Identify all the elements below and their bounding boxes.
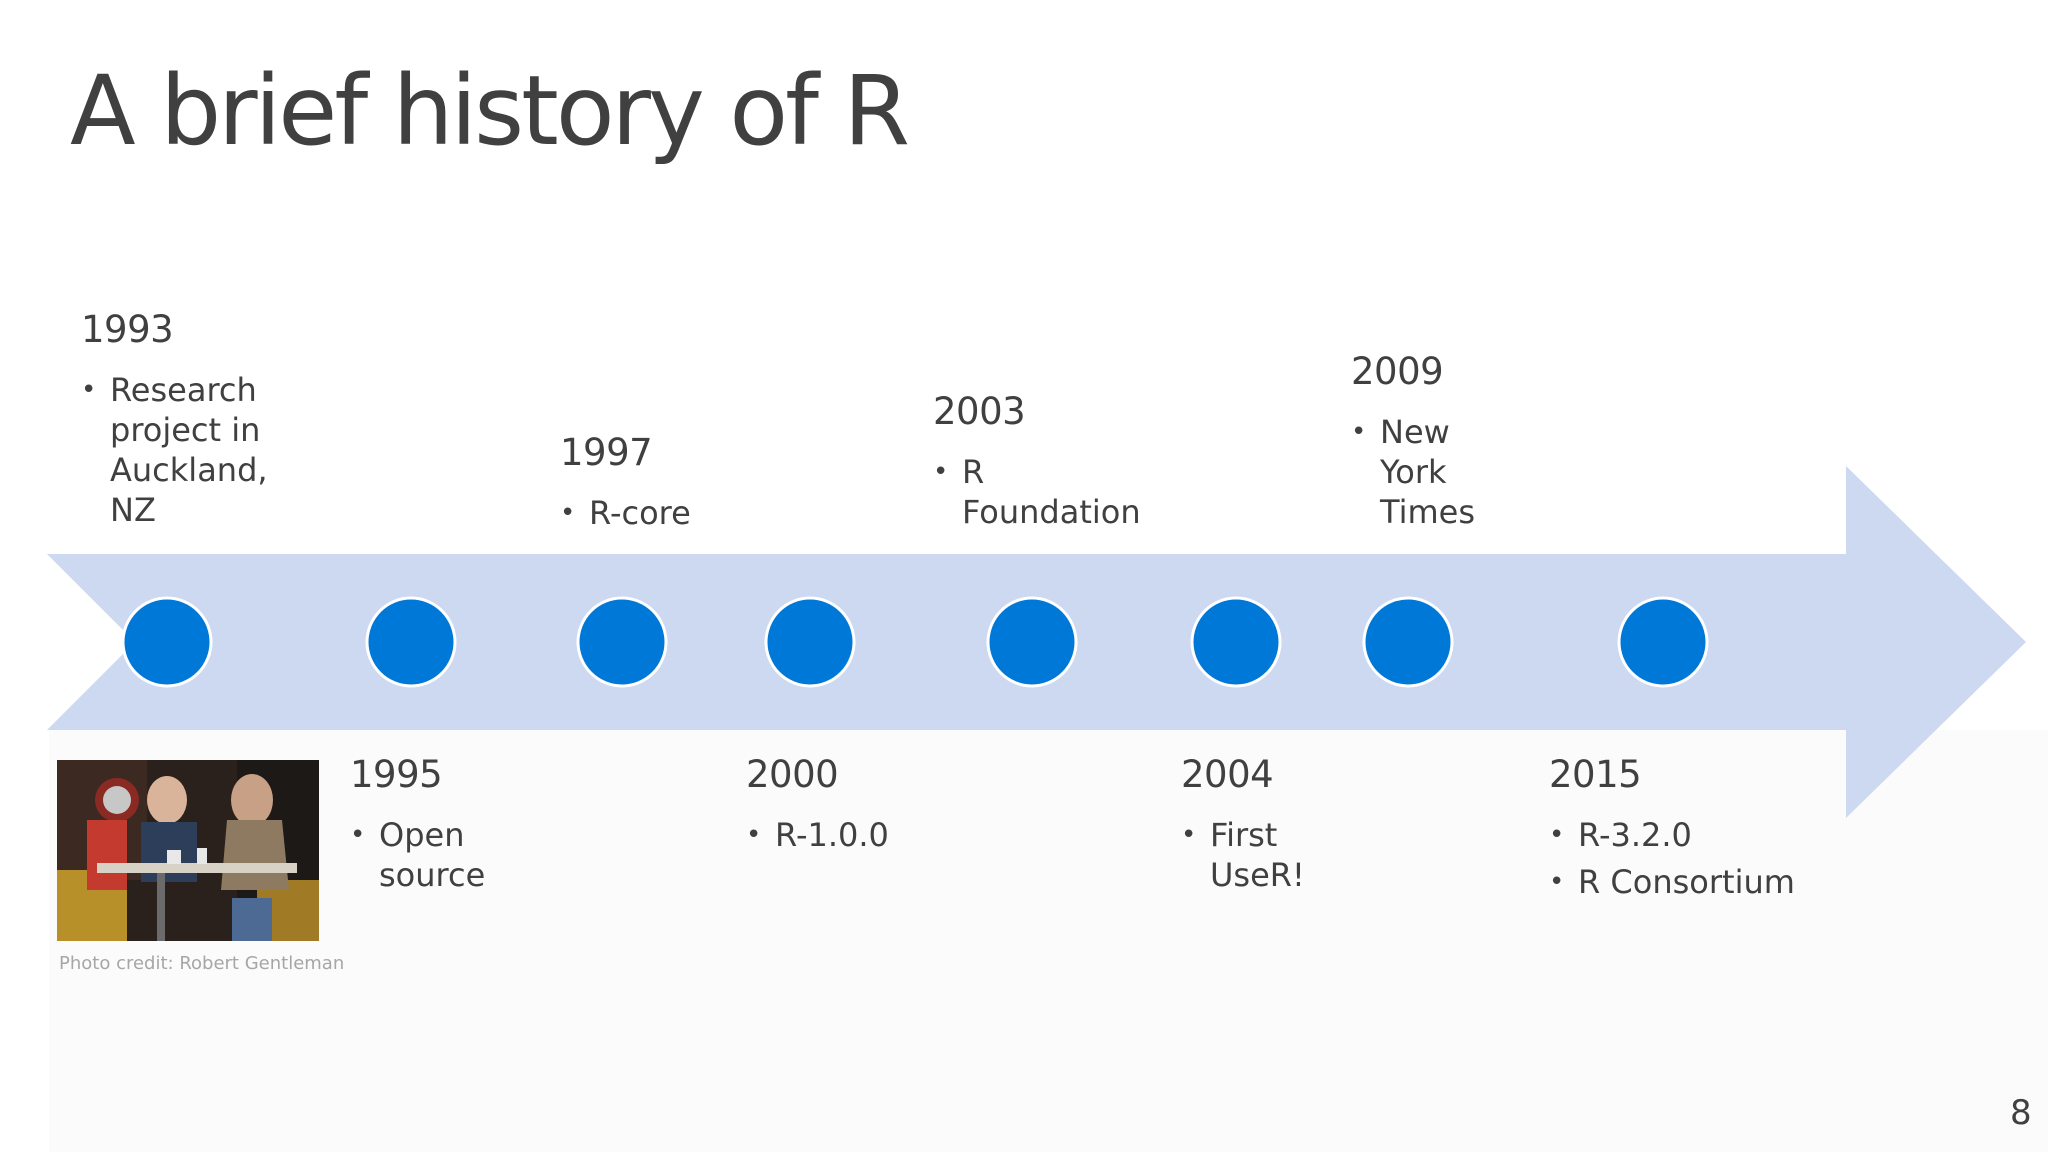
event-bullets: R-3.2.0 R Consortium [1549,815,1849,902]
event-bullet: R Consortium [1549,862,1849,902]
event-year: 1993 [81,308,174,351]
event-bullets: R Foundation [933,452,1153,532]
timeline-node-2009 [1362,596,1454,688]
event-bullet: R-1.0.0 [746,815,966,855]
timeline-node-1993 [121,596,213,688]
event-1995: 1995 Open source [350,755,570,895]
event-bullets: Open source [350,815,570,895]
event-year: 2004 [1181,753,1274,796]
event-1997: 1997 R-core [560,431,820,534]
event-bullet: First UseR! [1181,815,1321,895]
event-bullets: R-core [560,493,820,533]
timeline-node-2000 [764,596,856,688]
event-year: 1995 [350,753,443,796]
event-year: 2003 [933,390,1026,433]
event-bullets: First UseR! [1181,815,1321,895]
event-year: 2000 [746,753,839,796]
event-bullets: Research project in Auckland, NZ [81,370,321,530]
timeline-node-1995 [365,596,457,688]
event-bullet: New York Times [1351,412,1501,532]
event-2015: 2015 R-3.2.0 R Consortium [1549,753,1849,903]
historical-photo [57,760,319,941]
event-year: 2009 [1351,350,1444,393]
event-2000: 2000 R-1.0.0 [746,753,966,856]
event-bullet: R-3.2.0 [1549,815,1849,855]
slide-title: A brief history of R [70,55,910,167]
event-bullet: R-core [560,493,820,533]
photo-credit: Photo credit: Robert Gentleman [59,953,345,974]
page-number: 8 [2010,1093,2032,1133]
event-1993: 1993 Research project in Auckland, NZ [81,310,321,530]
timeline-node-2003 [986,596,1078,688]
event-year: 1997 [560,431,653,474]
event-bullets: New York Times [1351,412,1501,532]
event-bullet: Research project in Auckland, NZ [81,370,321,530]
event-2009: 2009 New York Times [1351,352,1501,532]
event-bullet: R Foundation [933,452,1153,532]
event-year: 2015 [1549,753,1642,796]
slide-content-background [49,730,2048,1152]
event-2004: 2004 First UseR! [1181,755,1321,895]
timeline-node-2015 [1617,596,1709,688]
event-bullets: R-1.0.0 [746,815,966,855]
event-2003: 2003 R Foundation [933,392,1153,532]
event-bullet: Open source [350,815,570,895]
timeline-node-2004 [1190,596,1282,688]
timeline-node-1997 [576,596,668,688]
